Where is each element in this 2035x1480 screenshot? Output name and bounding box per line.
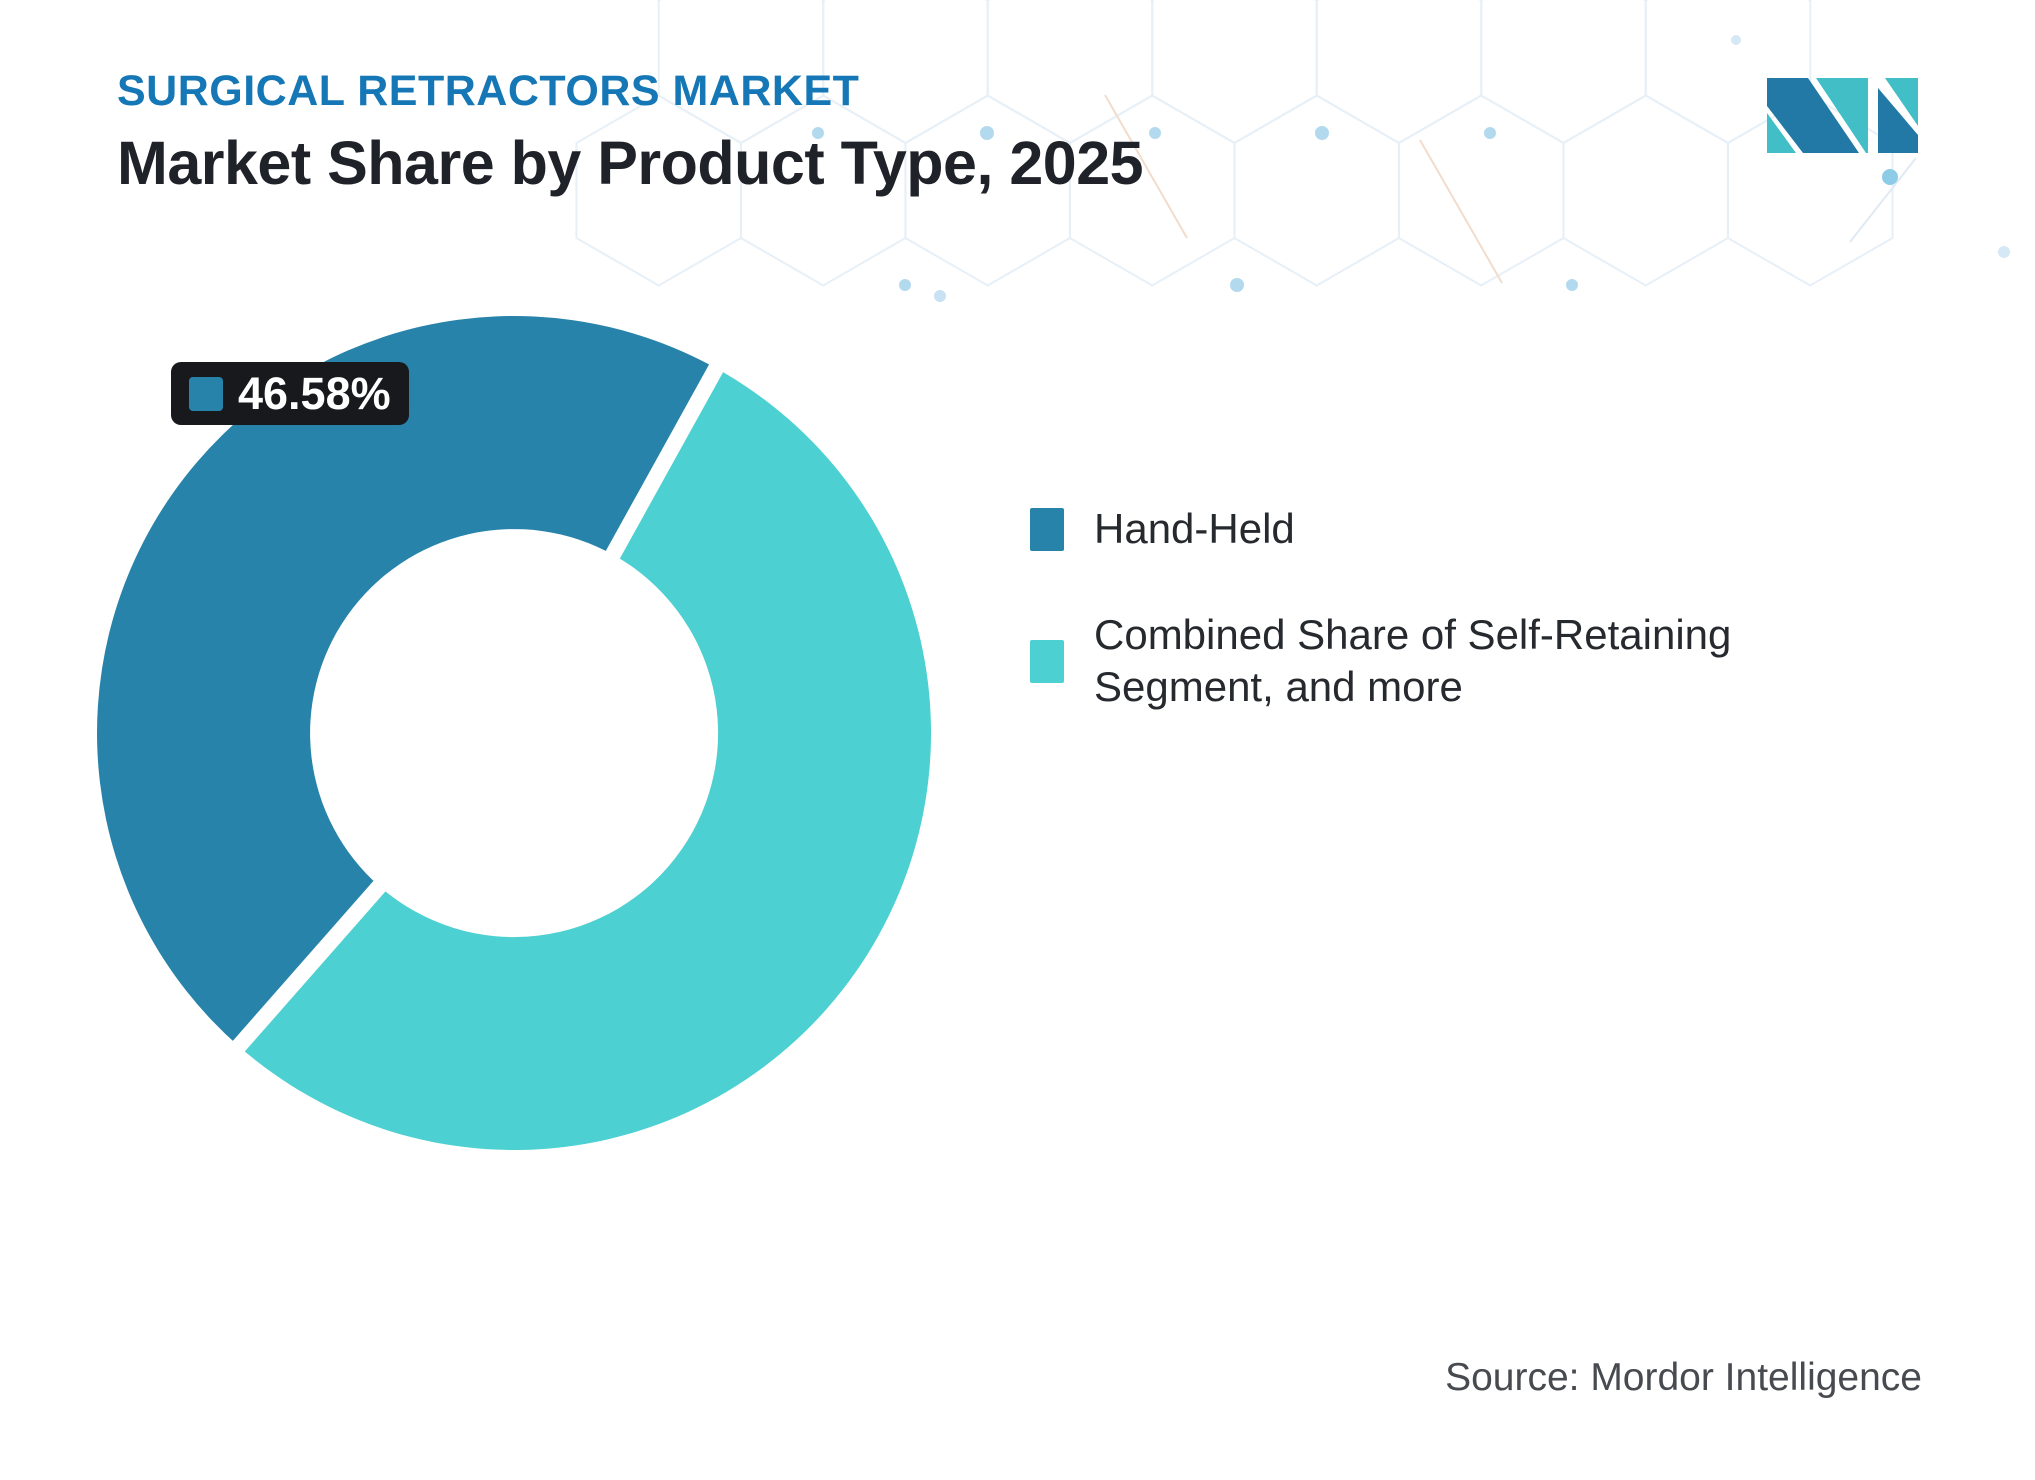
hexagon-outline: [1151, 0, 1318, 145]
legend: Hand-Held Combined Share of Self-Retaini…: [1030, 503, 1731, 713]
report-name: SURGICAL RETRACTORS MARKET: [117, 67, 860, 115]
hexagon-outline: [1315, 0, 1483, 145]
hex-dots: [812, 35, 2010, 302]
legend-label: Combined Share of Self-Retaining Segment…: [1094, 611, 1732, 710]
value-badge: 46.58%: [171, 362, 409, 425]
hexagon-outline: [1397, 94, 1565, 287]
slice-gap: [218, 866, 398, 1068]
legend-swatch-hand-held: [1030, 507, 1064, 551]
hexagon-outline: [1562, 94, 1729, 287]
donut-chart[interactable]: [94, 313, 934, 1153]
hexagon-outline: [1480, 0, 1647, 145]
hex-pattern-decoration: [575, 0, 2010, 302]
slice-gap: [596, 346, 734, 576]
badge-value: 46.58%: [238, 368, 391, 419]
legend-item-hand-held[interactable]: Hand-Held: [1030, 503, 1731, 555]
donut-slice-1[interactable]: [238, 368, 932, 1151]
hex-grid: [575, 0, 1894, 287]
hexagon-outline: [1233, 94, 1400, 287]
legend-label: Hand-Held: [1094, 505, 1295, 552]
logo-mark: [1767, 78, 1918, 153]
badge-series-swatch: [189, 376, 223, 411]
hex-accent-lines: [1104, 94, 1917, 284]
header: SURGICAL RETRACTORS MARKET Market Share …: [117, 67, 1144, 197]
source-attribution: Source: Mordor Intelligence: [1445, 1356, 1922, 1399]
donut-slice-0[interactable]: [97, 316, 717, 1047]
legend-item-self-retaining[interactable]: Combined Share of Self-Retaining Segment…: [1030, 609, 1731, 713]
mordor-intelligence-logo: [1767, 78, 1918, 153]
legend-swatch-self-retaining: [1030, 639, 1064, 683]
page-title: Market Share by Product Type, 2025: [117, 129, 1144, 197]
